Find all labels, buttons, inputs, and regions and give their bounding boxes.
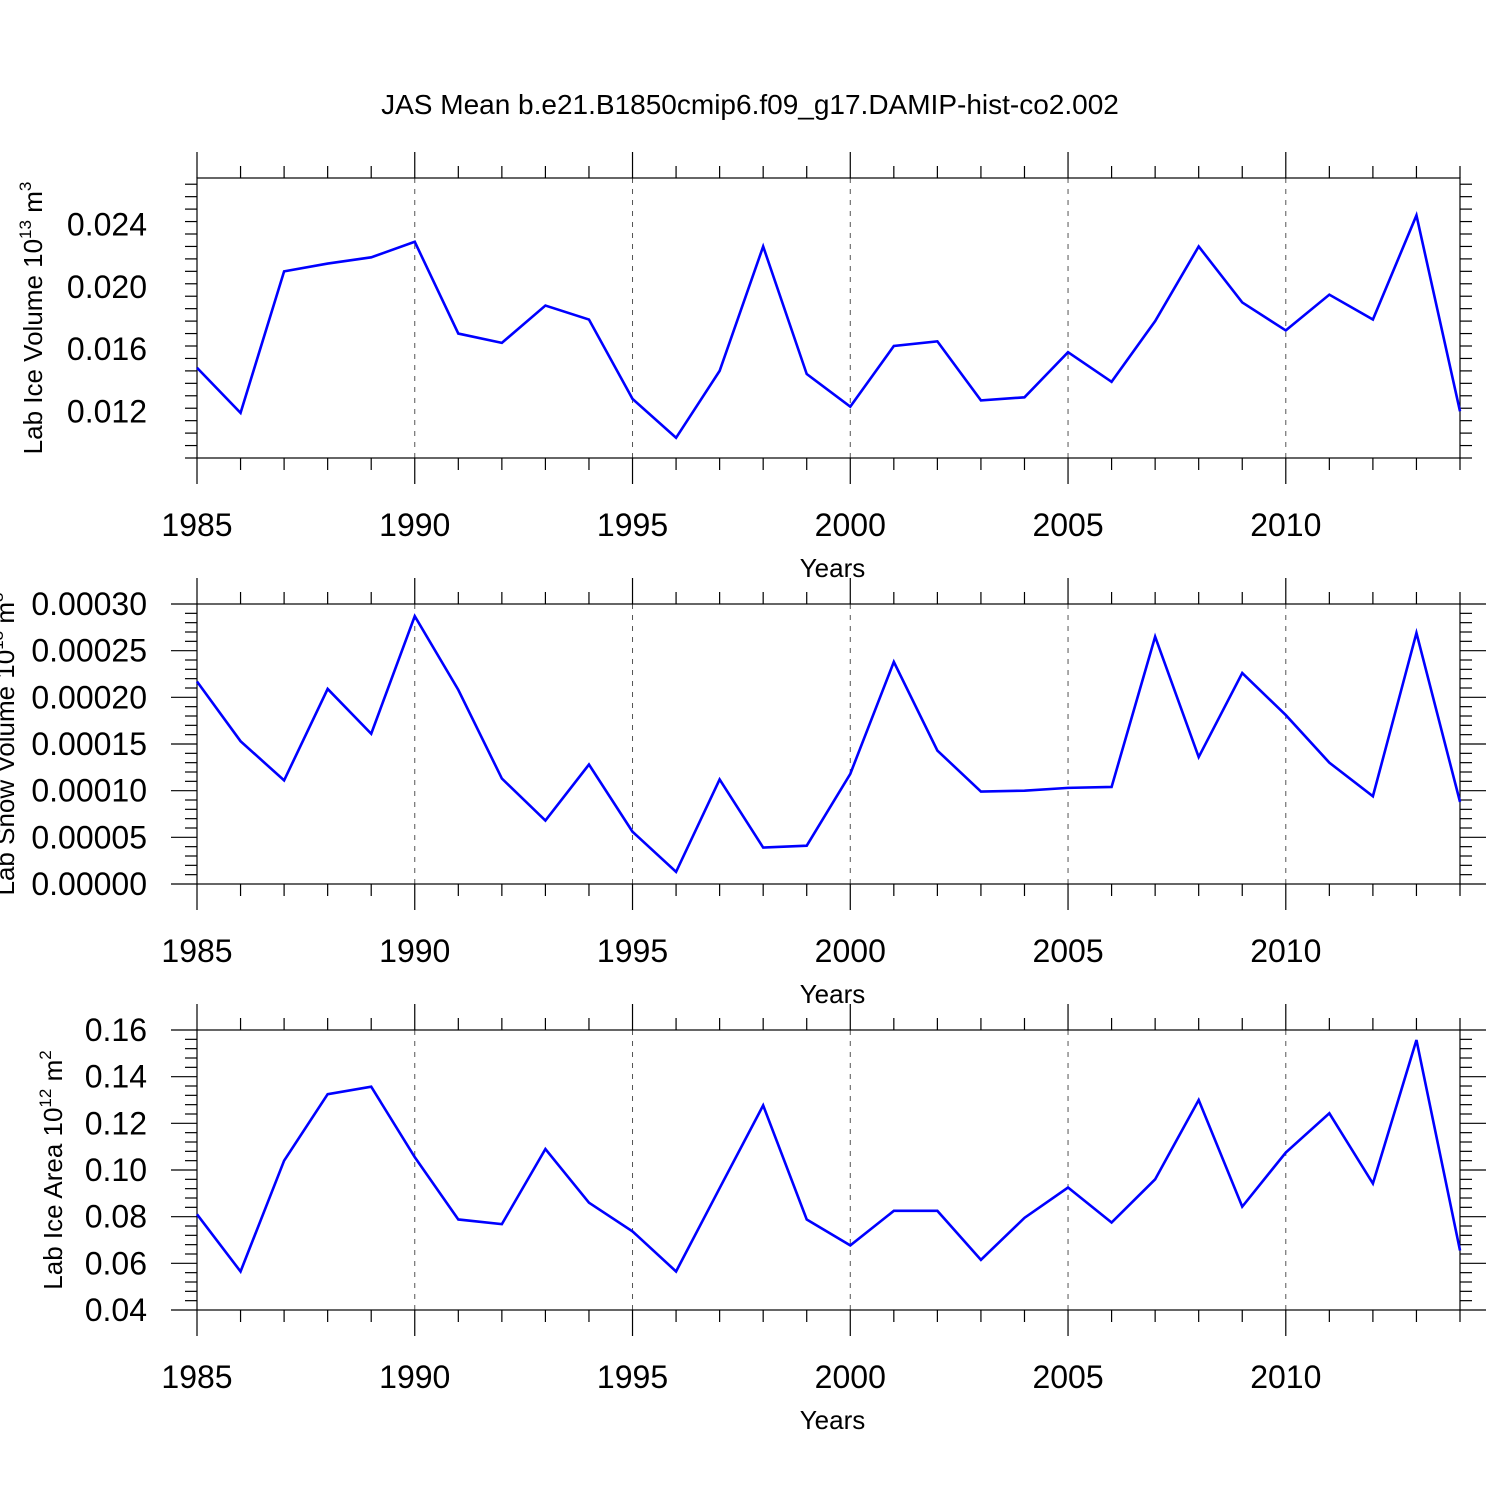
- plot-frame: [196, 603, 1461, 885]
- y-axis-label: Lab Ice Volume 1013 m3: [16, 182, 48, 455]
- x-axis-label: Years: [800, 1405, 866, 1435]
- chart-panels: 0.012 0.016 0.020 0.024 1985 1990 1995 2000 2005…: [0, 152, 1486, 1435]
- y-tick-label: 0.020: [67, 269, 147, 305]
- y-axis-label: Lab Ice Area 1012 m2: [36, 1050, 68, 1289]
- series-line-3: [195, 1039, 1462, 1275]
- y-tick-label: 0.16: [85, 1012, 147, 1048]
- y-tick-label: 0.00030: [31, 586, 147, 622]
- x-tick-label: 2000: [815, 507, 886, 543]
- y-tick-label: 0.024: [67, 207, 147, 243]
- x-tick-label: 2005: [1032, 933, 1103, 969]
- chart-panel-2: 0.00000 0.00005 0.00010 0.00015 0.00020 0.000…: [0, 578, 1486, 1009]
- y-tick-label: 0.012: [67, 393, 147, 429]
- x-tick-label: 1990: [379, 507, 450, 543]
- y-tick-label: 0.00015: [31, 726, 147, 762]
- y-tick-label: 0.14: [85, 1059, 147, 1095]
- y-tick-label: 0.08: [85, 1199, 147, 1235]
- series-line-2: [195, 613, 1462, 875]
- x-axis-label: Years: [800, 979, 866, 1009]
- y-tick-label: 0.00025: [31, 633, 147, 669]
- y-tick-label: 0.04: [85, 1292, 147, 1328]
- x-tick-label: 1985: [161, 507, 232, 543]
- plot-frame: [196, 177, 1461, 459]
- chart-panel-1: 0.012 0.016 0.020 0.024 1985 1990 1995 2000 2005…: [16, 152, 1472, 583]
- y-tick-label: 0.12: [85, 1105, 147, 1141]
- y-axis-label: Lab Snow Volume 1013 m3: [0, 592, 20, 895]
- x-tick-label: 1995: [597, 507, 668, 543]
- x-tick-label: 1995: [597, 933, 668, 969]
- x-tick-label: 1995: [597, 1359, 668, 1395]
- x-tick-label: 2010: [1250, 933, 1321, 969]
- x-tick-label: 1990: [379, 1359, 450, 1395]
- x-tick-label: 1990: [379, 933, 450, 969]
- y-tick-label: 0.00000: [31, 866, 147, 902]
- y-tick-label: 0.00005: [31, 819, 147, 855]
- y-tick-label: 0.016: [67, 331, 147, 367]
- x-tick-label: 2010: [1250, 1359, 1321, 1395]
- series-line-1: [196, 211, 1462, 440]
- x-tick-label: 2010: [1250, 507, 1321, 543]
- chart-panel-3: 0.04 0.06 0.08 0.10 0.12 0.14 0.16 1985 1990 1995…: [36, 1004, 1486, 1435]
- x-tick-label: 2000: [815, 933, 886, 969]
- x-tick-label: 2005: [1032, 1359, 1103, 1395]
- y-tick-label: 0.10: [85, 1152, 147, 1188]
- x-tick-label: 2005: [1032, 507, 1103, 543]
- x-tick-label: 1985: [161, 1359, 232, 1395]
- y-tick-label: 0.00010: [31, 773, 147, 809]
- x-tick-label: 1985: [161, 933, 232, 969]
- chart-title: JAS Mean b.e21.B1850cmip6.f09_g17.DAMIP-…: [381, 89, 1119, 120]
- y-tick-label: 0.06: [85, 1245, 147, 1281]
- x-axis-label: Years: [800, 553, 866, 583]
- y-tick-label: 0.00020: [31, 679, 147, 715]
- x-tick-label: 2000: [815, 1359, 886, 1395]
